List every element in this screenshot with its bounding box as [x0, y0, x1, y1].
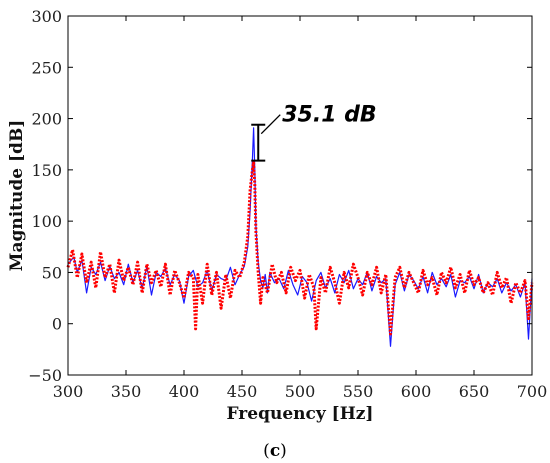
x-axis-title: Frequency [Hz]	[227, 404, 374, 424]
series-line-1	[67, 127, 533, 347]
y-tick-label: 250	[31, 58, 62, 77]
annotation-label: 35.1 dB	[282, 103, 376, 128]
y-axis: −50 0 50 100 150 200 250 300	[28, 7, 532, 385]
x-tick-label: 500	[285, 382, 316, 401]
series-layer	[66, 127, 534, 347]
x-tick-label: 300	[53, 382, 84, 401]
x-tick-label: 600	[401, 382, 432, 401]
x-tick-label: 700	[517, 382, 548, 401]
annotation-leader-line	[260, 114, 281, 135]
panel-label: (c)	[263, 441, 287, 461]
difference-bracket	[251, 123, 266, 162]
y-tick-label: 50	[42, 263, 62, 282]
y-tick-label: 100	[31, 212, 62, 231]
y-tick-label: 200	[31, 110, 62, 129]
series-line-2	[66, 161, 534, 336]
x-axis: 300 350 400 450 500 550 600 650 700	[53, 16, 548, 401]
y-tick-label: −50	[28, 366, 62, 385]
x-tick-label: 400	[169, 382, 200, 401]
plot-area	[68, 16, 532, 375]
x-tick-label: 450	[227, 382, 258, 401]
y-tick-label: 300	[31, 7, 62, 26]
y-axis-title: Magnitude [dB]	[7, 120, 27, 272]
x-tick-label: 550	[343, 382, 374, 401]
y-tick-label: 150	[31, 161, 62, 180]
y-tick-label: 0	[52, 315, 62, 334]
x-tick-label: 350	[111, 382, 142, 401]
x-tick-label: 650	[459, 382, 490, 401]
